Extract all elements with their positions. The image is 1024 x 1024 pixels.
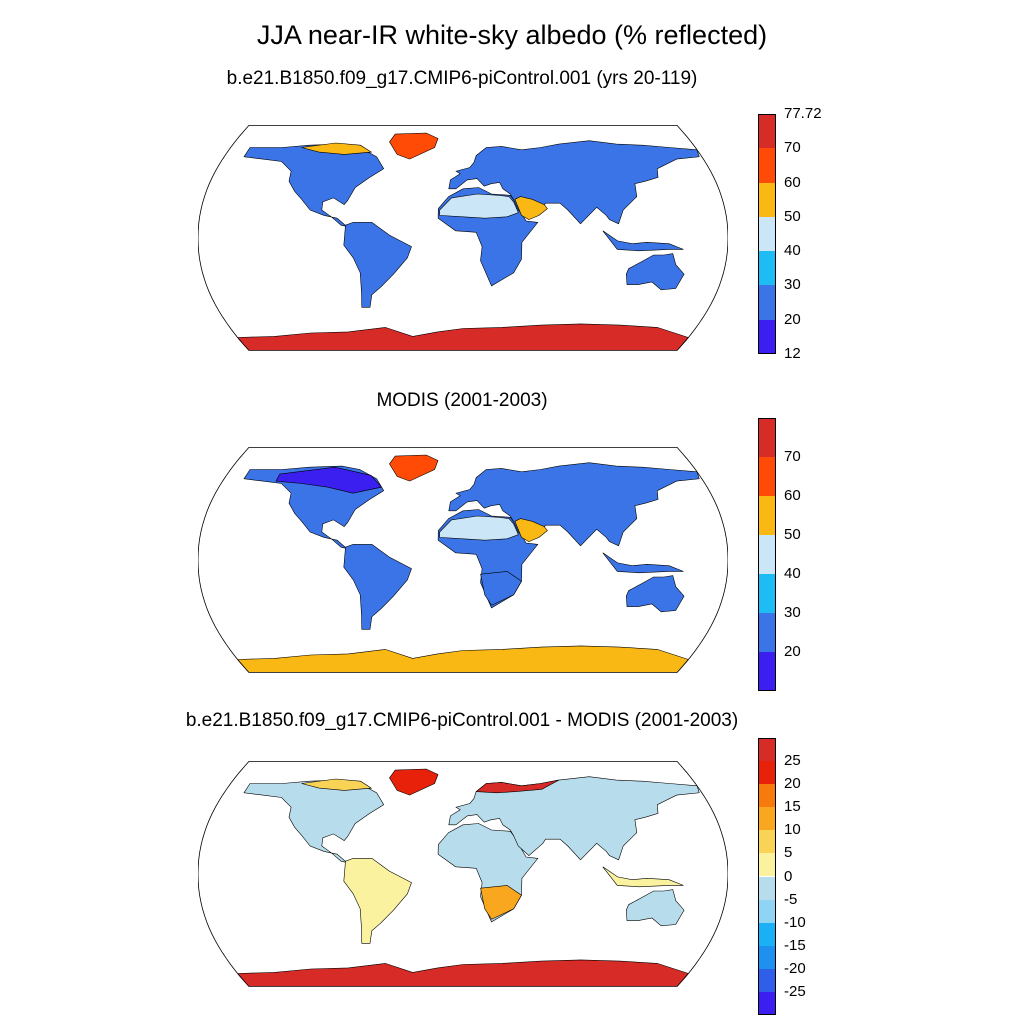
- panel-1-colorbar: 12 20 30 40 50 60 70 77.72: [758, 106, 838, 361]
- antarctica-region: [236, 959, 689, 987]
- arctic-canada-region: [301, 778, 373, 791]
- colorbar-tick-label: -10: [784, 913, 806, 931]
- australia-region: [625, 253, 685, 291]
- eurasia-region: [448, 140, 700, 225]
- colorbar-tick-label: 15: [784, 798, 801, 816]
- panel-1-map: [198, 108, 728, 368]
- south-america-region: [343, 222, 412, 308]
- colorbar-tick-label: 0: [784, 867, 793, 885]
- antarctica-region: [236, 323, 689, 351]
- antarctica-region: [236, 645, 689, 673]
- colorbar-tick-label: 12: [784, 345, 801, 362]
- panel-3-title: b.e21.B1850.f09_g17.CMIP6-piControl.001 …: [185, 710, 739, 731]
- indonesia-region: [602, 866, 684, 888]
- eurasia-region: [448, 462, 700, 547]
- south-america-region: [343, 544, 412, 630]
- colorbar-outline: [758, 738, 776, 1015]
- colorbar-tick-label: -20: [784, 959, 806, 977]
- greenland-region: [389, 132, 439, 160]
- panel-1-title: b.e21.B1850.f09_g17.CMIP6-piControl.001 …: [226, 68, 698, 89]
- colorbar-tick-label: 70: [784, 448, 801, 465]
- colorbar-tick-label: 50: [784, 526, 801, 543]
- panel-2-colorbar: 20 30 40 50 60 70: [758, 418, 838, 691]
- map-boundary: [198, 761, 728, 987]
- colorbar-tick-label: 60: [784, 173, 801, 191]
- colorbar-tick-label: -5: [784, 890, 798, 908]
- colorbar-tick-label: 20: [784, 775, 801, 793]
- colorbar-tick-label: 60: [784, 487, 801, 504]
- colorbar-tick-label: 25: [784, 752, 801, 770]
- figure-title: JJA near-IR white-sky albedo (% reflecte…: [256, 20, 768, 50]
- southern-africa-region: [480, 571, 522, 606]
- arabia-region: [514, 518, 548, 542]
- north-america-region: [243, 779, 385, 863]
- south-america-region: [343, 858, 412, 944]
- panel-2-map: [198, 430, 728, 690]
- colorbar-tick-label: -25: [784, 982, 806, 1000]
- arctic-canada-region: [301, 142, 373, 155]
- colorbar-tick-label: 50: [784, 207, 801, 225]
- australia-region: [625, 575, 685, 613]
- colorbar-tick-label: 30: [784, 276, 801, 294]
- southern-africa-region: [480, 885, 522, 920]
- colorbar-outline: [758, 418, 776, 691]
- indonesia-region: [602, 552, 684, 574]
- sahara-region: [439, 193, 519, 219]
- australia-region: [625, 889, 685, 927]
- colorbar-tick-label: 70: [784, 139, 801, 157]
- greenland-region: [389, 454, 439, 482]
- colorbar-outline: [758, 114, 776, 354]
- north-america-region: [243, 143, 385, 227]
- colorbar-tick-label: 30: [784, 604, 801, 621]
- colorbar-tick-label: 20: [784, 643, 801, 660]
- indonesia-region: [602, 230, 684, 252]
- panel-3-map: [198, 744, 728, 1004]
- map-boundary: [198, 447, 728, 673]
- sahara-region: [439, 515, 519, 541]
- colorbar-tick-label: 10: [784, 821, 801, 839]
- arctic-europe-region: [475, 779, 559, 794]
- map-boundary: [198, 125, 728, 351]
- greenland-region: [389, 768, 439, 796]
- colorbar-tick-label: 40: [784, 565, 801, 582]
- colorbar-tick-label: -15: [784, 936, 806, 954]
- boreal-north-america-region: [275, 466, 383, 494]
- colorbar-tick-label: 77.72: [784, 105, 822, 122]
- colorbar-tick-label: 40: [784, 242, 801, 260]
- colorbar-tick-label: 5: [784, 844, 793, 862]
- panel-2-title: MODIS (2001-2003): [376, 390, 548, 411]
- arabia-region: [514, 196, 548, 220]
- panel-3-colorbar: -25 -20 -15 -10 -5 0 5 10 15 20 25: [758, 738, 838, 1015]
- colorbar-tick-label: 20: [784, 310, 801, 328]
